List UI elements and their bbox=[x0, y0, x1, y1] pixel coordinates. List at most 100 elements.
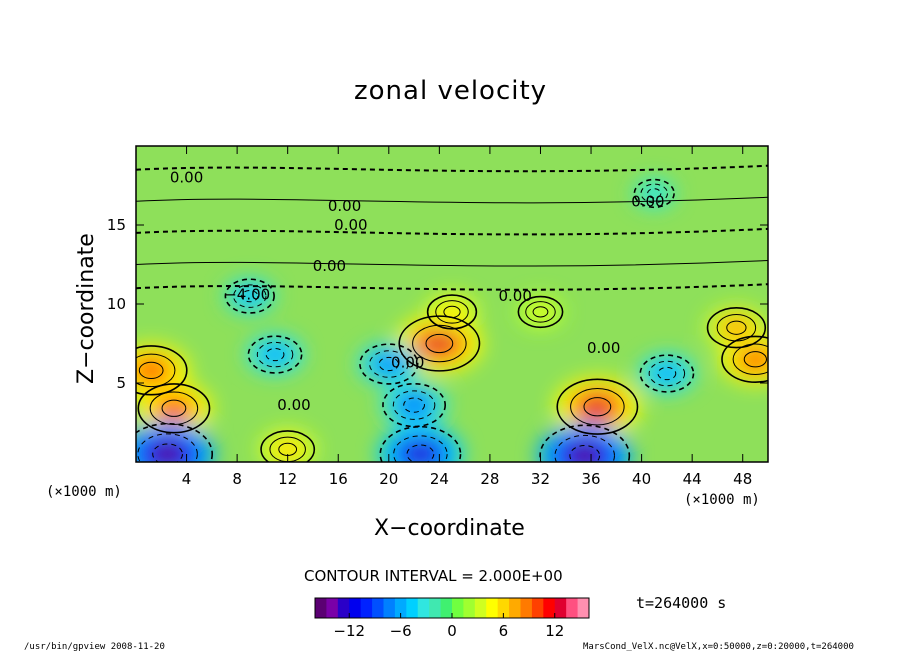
contour-extremum bbox=[265, 348, 285, 362]
colorbar-segment bbox=[577, 598, 590, 618]
contour-line bbox=[359, 343, 419, 385]
contour-line bbox=[369, 350, 409, 378]
contour-line bbox=[648, 360, 686, 387]
contour-line bbox=[657, 366, 677, 381]
y-axis-unit: (×1000 m) bbox=[46, 484, 122, 500]
contour-extremum bbox=[241, 290, 259, 303]
contour-line bbox=[554, 434, 615, 462]
contour-line bbox=[136, 164, 768, 173]
contour-line bbox=[136, 260, 768, 267]
colorbar-segment bbox=[463, 598, 476, 618]
contour-line bbox=[425, 333, 454, 354]
contour-line bbox=[716, 313, 757, 342]
contour-line bbox=[137, 383, 211, 434]
contour-extremum bbox=[726, 320, 747, 335]
time-label: t=264000 s bbox=[636, 594, 727, 612]
contour-label: 0.00 bbox=[313, 257, 346, 275]
contour-line bbox=[138, 361, 164, 379]
contour-line bbox=[382, 382, 447, 428]
contour-extremum bbox=[403, 397, 426, 413]
x-tick-label: 16 bbox=[329, 470, 348, 488]
contour-line bbox=[583, 397, 612, 417]
contour-extremum bbox=[743, 351, 768, 368]
contour-line bbox=[706, 307, 767, 349]
x-tick-label: 48 bbox=[733, 470, 752, 488]
contour-line bbox=[743, 351, 767, 368]
contour-line bbox=[136, 196, 768, 204]
y-tick-label: 15 bbox=[107, 216, 126, 234]
contour-line bbox=[403, 397, 425, 413]
contour-extremum bbox=[443, 305, 461, 318]
contour-line bbox=[136, 422, 214, 462]
contour-line bbox=[647, 188, 662, 199]
contour-extremum bbox=[583, 396, 612, 417]
contour-extremum bbox=[138, 361, 164, 380]
contour-line bbox=[532, 306, 549, 318]
x-axis-label: X−coordinate bbox=[374, 516, 525, 541]
contour-line bbox=[393, 435, 448, 462]
contour-line bbox=[379, 425, 462, 462]
contour-interval-label: CONTOUR INTERVAL = 2.000E+00 bbox=[304, 567, 563, 585]
contour-line bbox=[525, 301, 556, 323]
contour-extremum bbox=[278, 442, 298, 456]
x-tick-label: 28 bbox=[480, 470, 499, 488]
colorbar-segment bbox=[326, 598, 339, 618]
contour-line bbox=[152, 443, 183, 462]
colorbar-tick-label: −12 bbox=[333, 622, 365, 640]
contour-line bbox=[241, 289, 259, 303]
footer-right: MarsCond_VelX.nc@VelX,x=0:50000,z=0:2000… bbox=[583, 642, 854, 652]
colorbar-segment bbox=[531, 598, 544, 618]
contour-extremum bbox=[657, 366, 677, 381]
y-tick-label: 10 bbox=[107, 295, 126, 313]
colorbar-segment bbox=[417, 598, 430, 618]
x-tick-label: 32 bbox=[531, 470, 550, 488]
contour-line bbox=[137, 433, 198, 462]
contour-label: 0.00 bbox=[277, 396, 310, 414]
contour-line bbox=[398, 315, 481, 372]
contour-line bbox=[443, 305, 461, 319]
x-tick-label: 36 bbox=[581, 470, 600, 488]
colorbar-segment bbox=[360, 598, 373, 618]
contour-label: 0.00 bbox=[587, 339, 620, 357]
contour-extremum bbox=[378, 356, 400, 372]
colorbar-segment bbox=[406, 598, 419, 618]
contour-line bbox=[426, 294, 478, 330]
x-tick-label: 20 bbox=[379, 470, 398, 488]
contour-label: −4.00 bbox=[224, 286, 270, 304]
colorbar-tick-label: −6 bbox=[390, 622, 412, 640]
contour-line bbox=[517, 295, 564, 329]
x-tick-label: 12 bbox=[278, 470, 297, 488]
contour-line bbox=[233, 284, 267, 308]
contour-label: 0.00 bbox=[631, 192, 664, 210]
contour-line bbox=[136, 345, 188, 396]
contour-line bbox=[136, 353, 176, 388]
contour-line bbox=[640, 183, 668, 204]
chart-title: zonal velocity bbox=[354, 76, 548, 106]
contour-line bbox=[392, 390, 436, 420]
contour-line bbox=[412, 324, 467, 363]
contour-extremum bbox=[568, 444, 601, 462]
contour-line bbox=[639, 354, 695, 393]
colorbar-segment bbox=[520, 598, 533, 618]
contour-extremum bbox=[647, 188, 662, 199]
colorbar-segment bbox=[543, 598, 556, 618]
contour-line bbox=[224, 278, 275, 314]
x-tick-label: 8 bbox=[232, 470, 242, 488]
colorbar-segment bbox=[372, 598, 384, 618]
colorbar-segment bbox=[349, 598, 362, 618]
colorbar-segment bbox=[315, 598, 327, 618]
colorbar-segment bbox=[429, 598, 442, 618]
colorbar-segment bbox=[383, 598, 396, 618]
contour-line bbox=[569, 445, 601, 462]
contour-label: 0.00 bbox=[391, 353, 424, 371]
colorbar-segment bbox=[554, 598, 567, 618]
contour-extremum bbox=[161, 399, 187, 417]
contour-line bbox=[570, 387, 625, 426]
contour-extremum bbox=[425, 333, 454, 354]
x-tick-label: 40 bbox=[632, 470, 651, 488]
contour-label: 0.00 bbox=[170, 169, 203, 187]
contour-line bbox=[260, 430, 316, 462]
contour-label: 0.00 bbox=[328, 197, 361, 215]
contour-extremum bbox=[532, 306, 549, 318]
